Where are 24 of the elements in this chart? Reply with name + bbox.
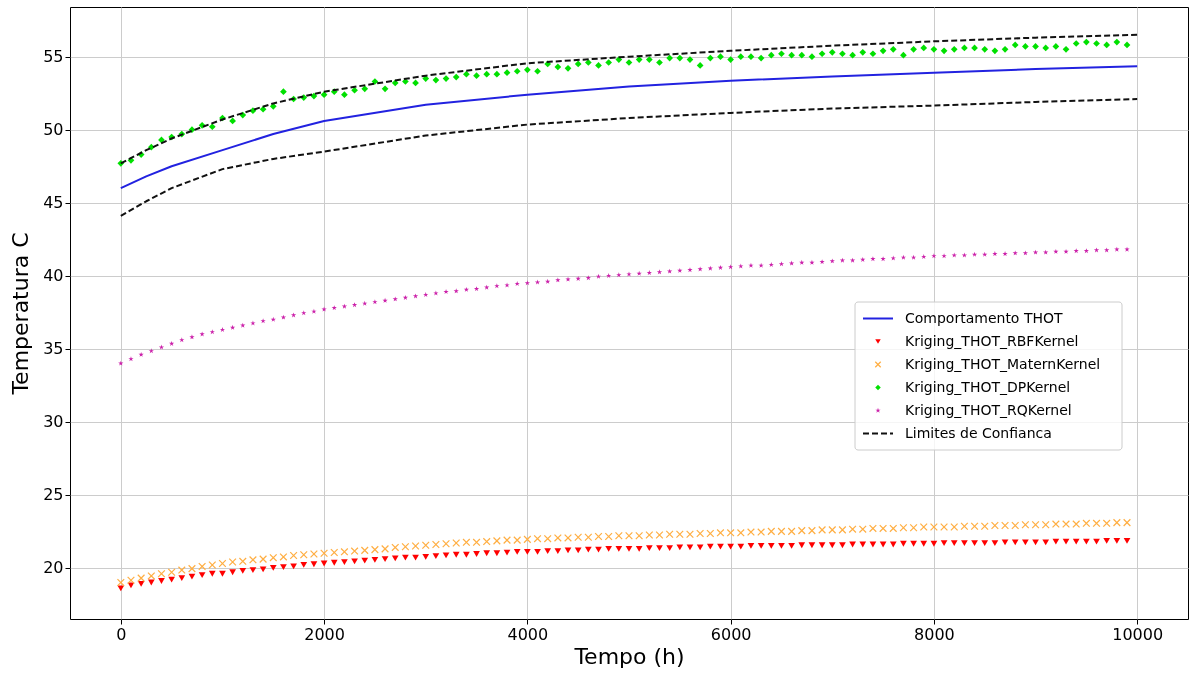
legend-label: Kriging_THOT_RBFKernel	[905, 332, 1079, 349]
legend-label: Comportamento THOT	[905, 309, 1063, 326]
legend-label: Kriging_THOT_MaternKernel	[905, 355, 1101, 372]
x-tick-label: 6000	[710, 624, 752, 644]
y-tick-label: 50	[43, 120, 64, 140]
x-tick-label: 2000	[304, 624, 345, 644]
line-series	[119, 65, 1139, 190]
x-axis-title: Tempo (h)	[573, 643, 685, 669]
line-series	[119, 98, 1139, 217]
y-tick-label: 55	[43, 47, 64, 67]
y-tick-label: 20	[43, 558, 64, 578]
legend-label: Kriging_THOT_DPKernel	[905, 378, 1071, 395]
y-tick-label: 40	[43, 266, 64, 286]
y-tick-label: 35	[43, 339, 64, 359]
y-tick-label: 30	[43, 412, 64, 432]
legend-label: Limites de Confianca	[905, 424, 1052, 441]
x-tick-label: 0	[116, 624, 127, 644]
x-tick-label: 8000	[914, 624, 955, 644]
x-tick-label: 10000	[1112, 624, 1164, 644]
y-tick-label: 25	[43, 485, 64, 505]
x-tick-label: 4000	[507, 624, 549, 644]
y-tick-label: 45	[43, 193, 64, 213]
legend-label: Kriging_THOT_RQKernel	[905, 401, 1072, 418]
y-axis-title: Temperatura C	[8, 232, 34, 396]
